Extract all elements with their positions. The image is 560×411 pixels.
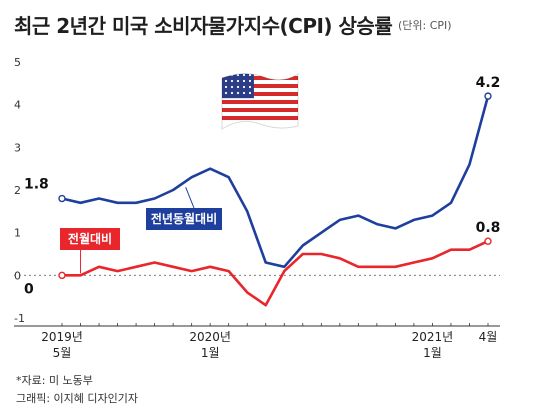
end-value-label: 4.2 [476, 75, 501, 91]
y-tick-label: -1 [14, 312, 25, 325]
endpoint-marker [484, 237, 492, 245]
series-group [58, 92, 492, 307]
yoy-callout-label: 전년동월대비 [151, 211, 217, 226]
x-tick-label-sub: 5월 [53, 346, 72, 360]
start-value-label: 1.8 [24, 177, 49, 193]
y-tick-label: 2 [14, 184, 21, 197]
source-note: *자료: 미 노동부 [16, 374, 93, 387]
x-tick-label: 2020년 [189, 330, 231, 344]
endpoint-marker [58, 194, 66, 203]
x-tick-label: 4월 [479, 330, 498, 344]
yoy-series-line [60, 94, 490, 269]
y-tick-label: 5 [14, 56, 21, 69]
y-tick-label: 1 [14, 227, 21, 240]
chart-title: 최근 2년간 미국 소비자물가지수(CPI) 상승률 [14, 14, 393, 38]
x-tick-label-sub: 1월 [201, 346, 220, 360]
end-value-label: 0.8 [476, 220, 501, 236]
mom-callout-box [60, 228, 120, 250]
mom-series-line [60, 239, 490, 307]
us-flag-icon [221, 73, 299, 130]
unit-label: (단위: CPI) [398, 19, 452, 32]
endpoint-marker [484, 92, 492, 100]
x-axis-ticks: 2019년 5월 2020년 1월 2021년 1월 4월 [41, 323, 497, 360]
mom-callout-label: 전월대비 [68, 231, 112, 246]
credit-note: 그래픽: 이지혜 디자인기자 [16, 392, 139, 405]
y-axis-ticks: 5 4 3 2 1 0 -1 [14, 56, 25, 325]
y-tick-label: 4 [14, 99, 21, 112]
start-value-label: 0 [24, 281, 34, 297]
x-tick-label-sub: 1월 [423, 346, 442, 360]
yoy-callout-leader [185, 187, 195, 209]
endpoint-marker [58, 271, 66, 280]
x-tick-label: 2021년 [412, 330, 454, 344]
yoy-callout-box [146, 208, 222, 230]
x-tick-label: 2019년 [41, 330, 83, 344]
y-tick-label: 3 [14, 141, 21, 154]
y-tick-label: 0 [14, 269, 21, 282]
